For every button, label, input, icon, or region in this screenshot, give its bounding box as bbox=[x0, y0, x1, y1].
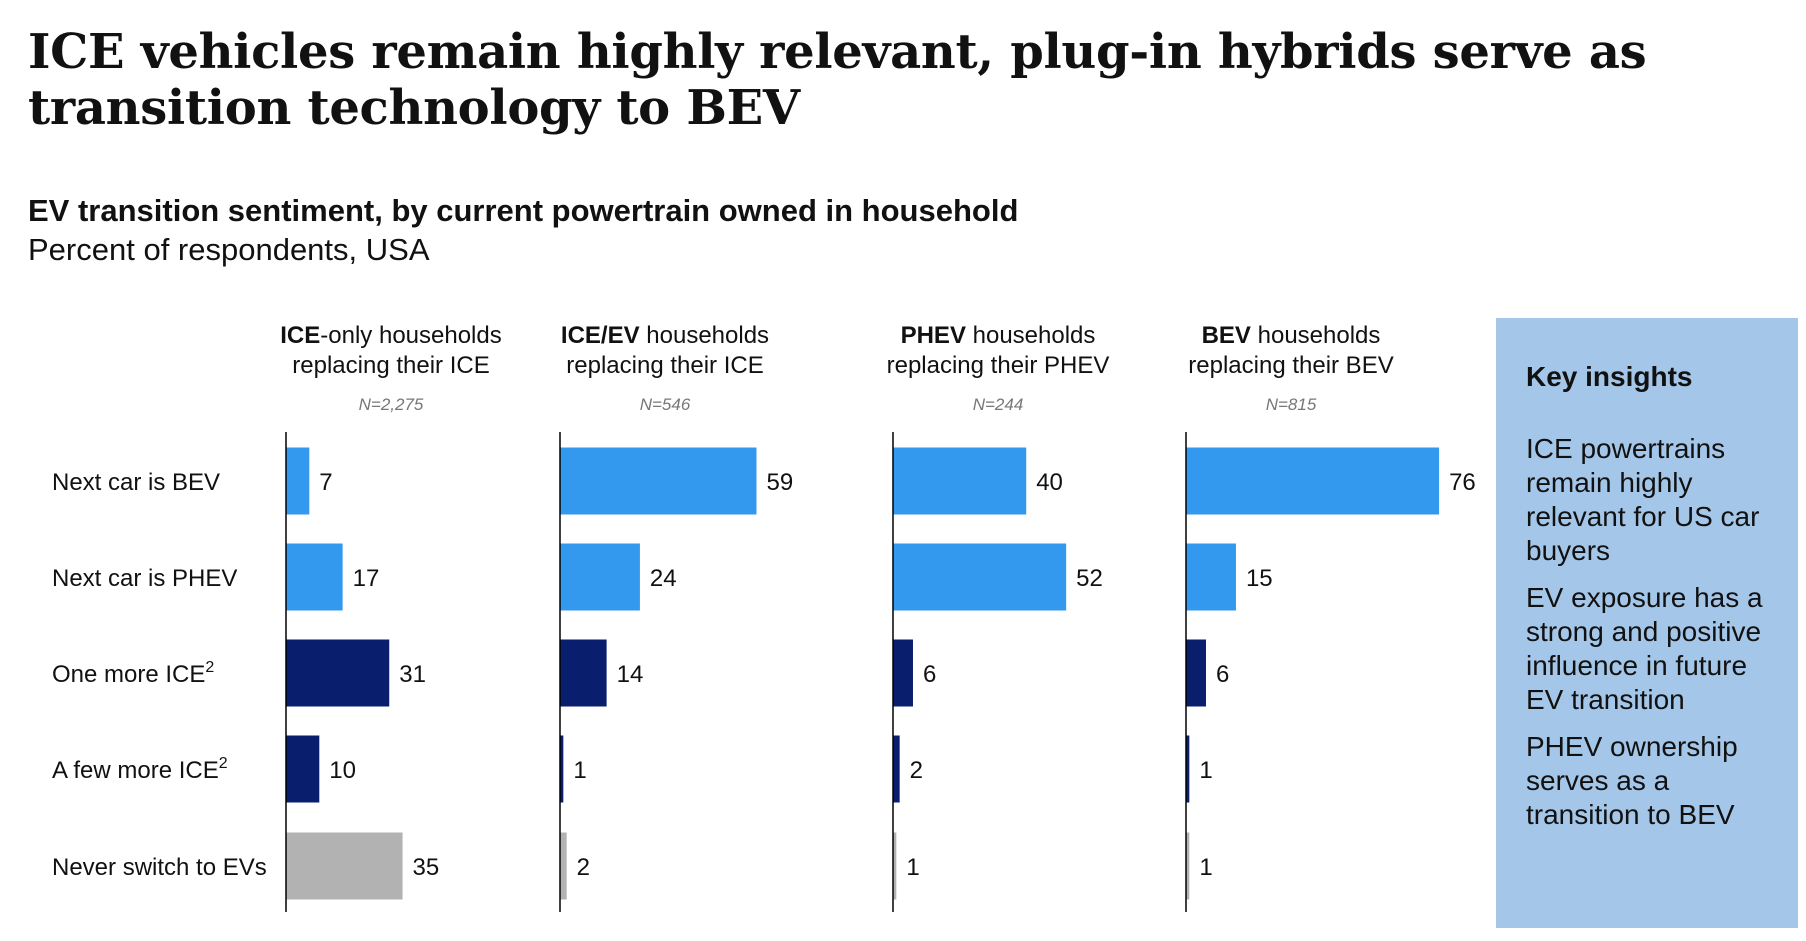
bar bbox=[893, 735, 900, 803]
bar bbox=[286, 447, 310, 515]
key-insights-heading: Key insights bbox=[1526, 361, 1693, 392]
bar bbox=[893, 639, 913, 707]
data-label: 17 bbox=[353, 565, 380, 592]
panel-title: ICE-only households bbox=[280, 322, 501, 349]
data-label: 1 bbox=[573, 757, 586, 784]
bar bbox=[1186, 543, 1236, 611]
sample-size: N=2,275 bbox=[359, 395, 424, 414]
panel-subtitle: replacing their ICE bbox=[292, 352, 489, 379]
bar bbox=[1186, 639, 1206, 707]
insight-item: PHEV ownership serves as a transition to… bbox=[1526, 731, 1738, 830]
data-label: 1 bbox=[1199, 757, 1212, 784]
bar bbox=[1186, 447, 1440, 515]
bar bbox=[286, 639, 390, 707]
sample-size: N=244 bbox=[973, 395, 1024, 414]
category-label: One more ICE2 bbox=[52, 659, 214, 688]
data-label: 59 bbox=[766, 469, 793, 496]
bar bbox=[560, 735, 564, 803]
panel-title: PHEV households bbox=[901, 322, 1096, 349]
data-label: 31 bbox=[399, 661, 426, 688]
bar bbox=[286, 543, 343, 611]
data-label: 6 bbox=[1216, 661, 1229, 688]
bar-chart: Next car is BEV Next car is PHEV One more … bbox=[52, 322, 1476, 912]
bar bbox=[893, 447, 1027, 515]
panel-subtitle: replacing their BEV bbox=[1188, 352, 1393, 379]
category-label: Next car is BEV bbox=[52, 469, 220, 496]
sample-size: N=546 bbox=[640, 395, 691, 414]
bar bbox=[893, 543, 1067, 611]
key-insights-panel: Key insights ICE powertrains remain high… bbox=[1496, 318, 1798, 928]
bar bbox=[286, 832, 403, 900]
insight-item: EV exposure has a strong and positive in… bbox=[1526, 582, 1763, 715]
bar bbox=[1186, 735, 1190, 803]
data-label: 6 bbox=[923, 661, 936, 688]
data-label: 7 bbox=[319, 469, 332, 496]
data-label: 24 bbox=[650, 565, 677, 592]
bar bbox=[286, 735, 320, 803]
bar bbox=[560, 447, 757, 515]
data-label: 14 bbox=[617, 661, 644, 688]
data-label: 10 bbox=[329, 757, 356, 784]
data-label: 1 bbox=[1199, 854, 1212, 881]
bar bbox=[1186, 832, 1190, 900]
chart-subtitle: EV transition sentiment, by current powe… bbox=[28, 193, 1019, 228]
data-label: 1 bbox=[906, 854, 919, 881]
data-label: 52 bbox=[1076, 565, 1103, 592]
data-label: 40 bbox=[1036, 469, 1063, 496]
category-label: A few more ICE2 bbox=[52, 755, 228, 784]
bar bbox=[560, 639, 607, 707]
data-label: 15 bbox=[1246, 565, 1273, 592]
panel-subtitle: replacing their ICE bbox=[566, 352, 763, 379]
sample-size: N=815 bbox=[1266, 395, 1317, 414]
bar bbox=[560, 543, 640, 611]
bar bbox=[893, 832, 897, 900]
chart-units: Percent of respondents, USA bbox=[28, 232, 430, 267]
insight-item: ICE powertrains remain highly relevant f… bbox=[1526, 433, 1760, 566]
data-label: 76 bbox=[1449, 469, 1476, 496]
category-label: Never switch to EVs bbox=[52, 854, 267, 881]
data-label: 2 bbox=[910, 757, 923, 784]
bar bbox=[560, 832, 567, 900]
panel-title: ICE/EV households bbox=[561, 322, 769, 349]
data-label: 2 bbox=[577, 854, 590, 881]
page-title: ICE vehicles remain highly relevant, plu… bbox=[28, 24, 1647, 136]
category-label: Next car is PHEV bbox=[52, 565, 237, 592]
panel-title: BEV households bbox=[1202, 322, 1381, 349]
data-label: 35 bbox=[413, 854, 440, 881]
panel-subtitle: replacing their PHEV bbox=[887, 352, 1110, 379]
